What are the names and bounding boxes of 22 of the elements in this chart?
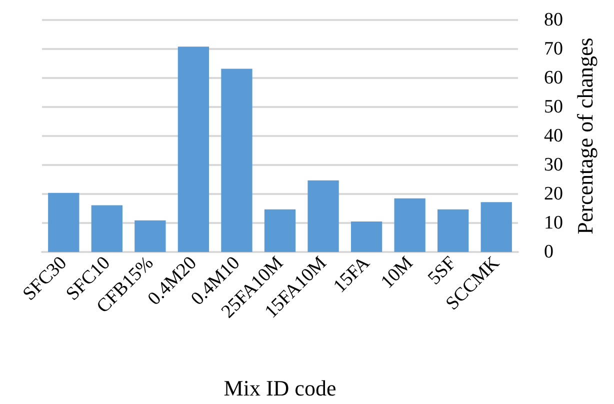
- bar: [438, 209, 469, 252]
- x-axis-title: Mix ID code: [224, 376, 336, 400]
- bar: [48, 192, 80, 252]
- bar: [350, 222, 382, 252]
- y-tick-label: 20: [544, 184, 563, 204]
- y-tick-label: 60: [544, 68, 563, 88]
- y-tick-label: 30: [544, 154, 563, 176]
- bar: [308, 180, 339, 252]
- y-tick-label: 80: [544, 10, 563, 30]
- bar: [480, 202, 512, 252]
- bar: [394, 198, 426, 252]
- bar: [178, 46, 210, 252]
- bar: [264, 209, 296, 252]
- y-tick-label: 40: [544, 126, 563, 146]
- y-tick-label: 0: [544, 242, 554, 262]
- bar: [221, 68, 252, 252]
- y-tick-label: 70: [544, 38, 563, 60]
- y-tick-label: 50: [544, 96, 563, 118]
- bar: [134, 220, 166, 252]
- y-axis-title: Percentage of changes: [572, 38, 598, 234]
- y-tick-label: 10: [544, 212, 563, 234]
- bar: [91, 205, 122, 252]
